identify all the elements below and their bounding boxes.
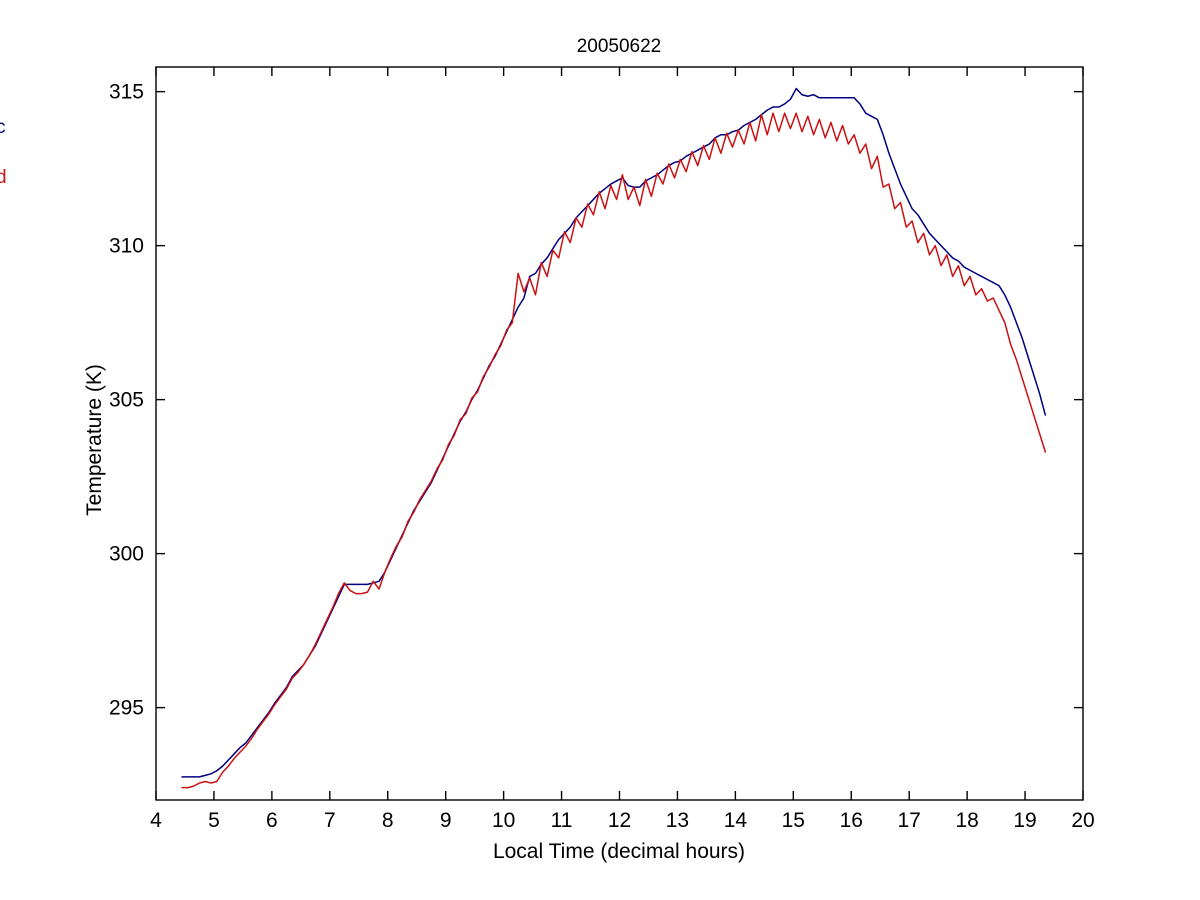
x-tick-label: 9 [440, 809, 452, 832]
x-tick-label: 5 [208, 809, 220, 832]
x-tick-label: 16 [840, 809, 863, 832]
legend-entry-c: c [0, 117, 6, 138]
data-series-layer [181, 87, 1047, 789]
x-tick-label: 10 [492, 809, 515, 832]
y-axis-label: Temperature (K) [83, 364, 106, 516]
x-tick-label: 14 [724, 809, 748, 832]
x-tick-label: 8 [382, 809, 394, 832]
x-tick-label: 12 [608, 809, 631, 832]
y-tick-label: 295 [109, 697, 144, 720]
y-tick-label: 305 [109, 389, 144, 412]
x-tick-label: 20 [1071, 809, 1094, 832]
x-tick-label: 19 [1013, 809, 1036, 832]
y-tick-label: 310 [109, 235, 144, 258]
chart-title: 20050622 [577, 36, 662, 57]
legend-entry-d: d [0, 167, 7, 188]
y-tick-label: 300 [109, 543, 144, 566]
x-tick-label: 17 [898, 809, 921, 832]
x-axis-ticks: 4 5 6 7 8 9 10 11 12 13 14 15 16 17 18 19 20 [150, 67, 1095, 832]
x-tick-label: 15 [782, 809, 805, 832]
x-axis-label: Local Time (decimal hours) [493, 840, 745, 863]
plot-area-background [156, 67, 1083, 800]
legend: c d [0, 117, 7, 188]
y-tick-label: 315 [109, 81, 144, 104]
y-axis-ticks: 295 300 305 310 315 [109, 81, 1083, 720]
x-tick-label: 13 [666, 809, 689, 832]
series-line-d [181, 112, 1047, 789]
x-tick-label: 6 [266, 809, 278, 832]
x-tick-label: 18 [955, 809, 978, 832]
x-tick-label: 7 [324, 809, 336, 832]
x-tick-label: 11 [551, 809, 573, 832]
x-tick-label: 4 [150, 809, 162, 832]
